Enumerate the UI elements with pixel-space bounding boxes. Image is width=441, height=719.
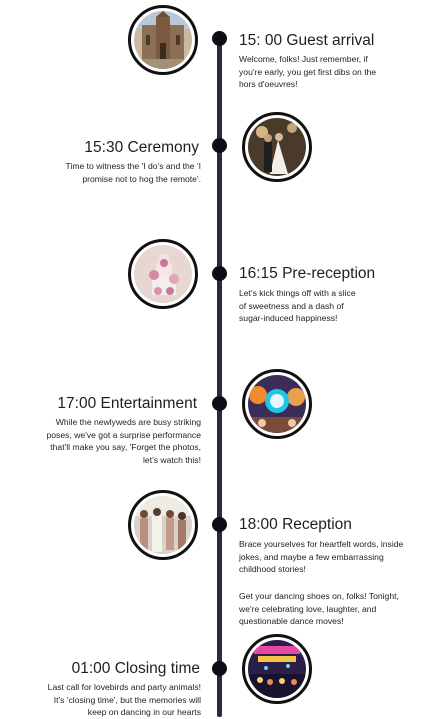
event-title: 16:15 Pre-reception	[239, 265, 376, 282]
event-description: Last call for lovebirds and party animal…	[47, 682, 201, 718]
event-title: 17:00 Entertainment	[57, 395, 197, 412]
event-description: Time to witness the 'I do's and the 'I p…	[65, 161, 202, 184]
party-performance-photo	[242, 369, 312, 439]
event-title: 15: 00 Guest arrival	[239, 32, 375, 49]
event-description: While the newlyweds are busy striking po…	[46, 417, 202, 465]
wedding-cake-photo	[128, 239, 198, 309]
event-title: 15:30 Ceremony	[84, 139, 199, 156]
timeline-dot	[212, 396, 227, 411]
church-building-photo	[128, 5, 198, 75]
timeline-dot	[212, 266, 227, 281]
dance-party-photo	[242, 634, 312, 704]
timeline-dot	[212, 31, 227, 46]
wedding-ceremony-photo	[242, 112, 312, 182]
event-title: 18:00 Reception	[239, 516, 352, 533]
event-description: Brace yourselves for heartfelt words, in…	[239, 539, 404, 575]
event-description: Welcome, folks! Just remember, if you're…	[239, 54, 377, 90]
timeline-dot	[212, 138, 227, 153]
timeline-line	[217, 36, 222, 717]
timeline-dot	[212, 661, 227, 676]
bridal-party-photo	[128, 490, 198, 560]
timeline-dot	[212, 517, 227, 532]
event-title: 01:00 Closing time	[71, 660, 200, 677]
event-description-extra: Get your dancing shoes on, folks! Tonigh…	[239, 591, 399, 627]
event-description: Let's kick things off with a slice of sw…	[239, 288, 356, 324]
